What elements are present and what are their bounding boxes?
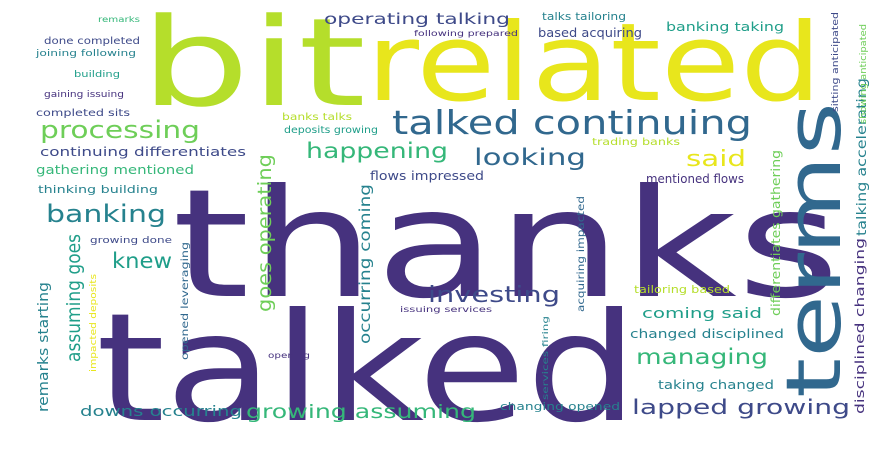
word-deposits-growing: deposits growing xyxy=(284,125,378,136)
word-issuing-services: issuing services xyxy=(400,305,492,314)
word-looking: looking xyxy=(474,145,586,171)
word-continuing-differentiates: continuing differentiates xyxy=(40,145,246,159)
word-gathering-mentioned: gathering mentioned xyxy=(36,163,194,177)
word-processing: processing xyxy=(40,116,200,144)
word-goes-operating: goes operating xyxy=(254,154,276,312)
word-operating-talking: operating talking xyxy=(324,10,510,28)
word-talking-accelerating: talking accelerating xyxy=(855,78,870,236)
word-differentiates-gathering: differentiates gathering xyxy=(769,150,783,316)
word-managing: managing xyxy=(636,345,768,369)
word-thanks: thanks xyxy=(172,158,840,332)
word-related: related xyxy=(366,1,822,126)
word-coming-said: coming said xyxy=(642,306,762,322)
word-talked: talked xyxy=(96,282,638,453)
word-building: building xyxy=(74,70,120,80)
word-bit: bit xyxy=(140,0,366,134)
word-joining-following: joining following xyxy=(35,49,136,59)
word-banking: banking xyxy=(46,200,166,228)
word-downs-occurring: downs occurring xyxy=(80,404,242,420)
word-growing-assuming: growing assuming xyxy=(246,401,476,423)
word-completed-sits: completed sits xyxy=(36,108,130,119)
word-flows-impressed: flows impressed xyxy=(370,169,484,183)
word-assuming-goes: assuming goes xyxy=(63,234,85,362)
word-investing: investing xyxy=(428,283,560,308)
word-happening: happening xyxy=(306,139,448,163)
word-trading-banks: trading banks xyxy=(592,137,680,148)
word-mentioned-flows: mentioned flows xyxy=(646,172,744,186)
word-remarks: remarks xyxy=(98,15,140,24)
word-services-firing: services firing xyxy=(541,316,550,400)
word-remarks-starting: remarks starting xyxy=(36,282,52,412)
word-occurring-coming: occurring coming xyxy=(356,184,374,344)
word-disciplined-changing: disciplined changing xyxy=(853,238,867,414)
word-opened-leveraging: opened leveraging xyxy=(180,242,191,360)
word-gaining-issuing: gaining issuing xyxy=(44,90,124,100)
word-talked-continuing: talked continuing xyxy=(392,103,752,142)
word-following-prepared: following prepared xyxy=(414,29,518,38)
word-thinking-building: thinking building xyxy=(38,183,158,196)
word-tailoring-based: tailoring based xyxy=(634,283,730,296)
word-sitting-anticipated: sitting anticipated xyxy=(831,12,841,112)
word-knew: knew xyxy=(112,249,172,273)
word-lapped-growing: lapped growing xyxy=(632,395,850,419)
word-growing-done: growing done xyxy=(90,236,173,246)
word-changing-opened: changing opened xyxy=(500,400,620,413)
word-taking-changed: taking changed xyxy=(658,378,774,392)
word-opening: opening xyxy=(268,351,310,360)
word-showing-anticipated: showing anticipated xyxy=(859,24,869,124)
word-impacted-deposits: impacted deposits xyxy=(89,274,99,372)
word-acquiring-impacted: acquiring impacted xyxy=(576,196,587,312)
word-talks-tailoring: talks tailoring xyxy=(542,10,626,23)
word-said: said xyxy=(686,147,746,172)
word-changed-disciplined: changed disciplined xyxy=(630,327,784,341)
word-banking-taking: banking taking xyxy=(666,20,784,34)
word-based-acquiring: based acquiring xyxy=(538,26,642,40)
word-done-completed: done completed xyxy=(44,36,140,47)
word-terms: terms xyxy=(769,102,858,398)
word-banks-talks: banks talks xyxy=(282,112,352,123)
